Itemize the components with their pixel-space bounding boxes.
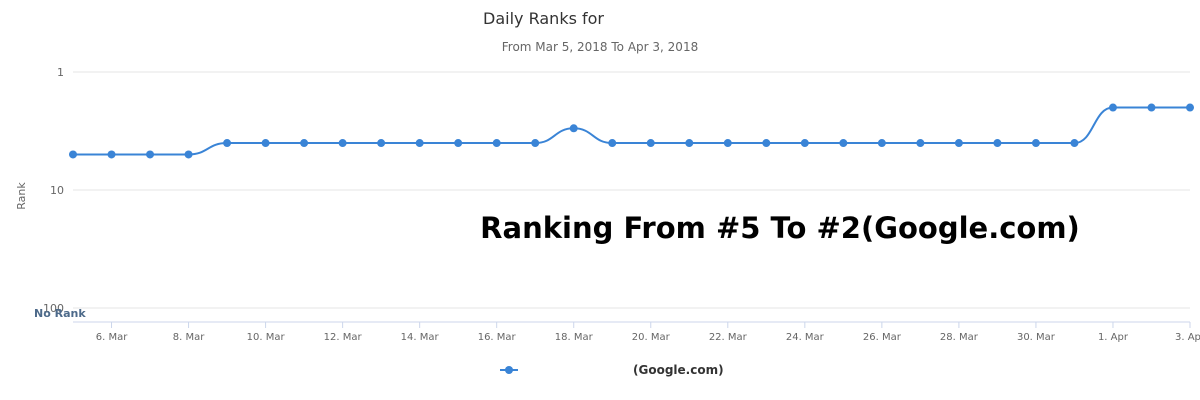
legend-series-label[interactable]: (Google.com) bbox=[633, 363, 724, 377]
series-layer bbox=[69, 103, 1194, 159]
x-tick-label: 30. Mar bbox=[1017, 332, 1056, 343]
data-point[interactable] bbox=[1031, 139, 1040, 148]
data-point[interactable] bbox=[1186, 103, 1194, 112]
chart-subtitle: From Mar 5, 2018 To Apr 3, 2018 bbox=[502, 40, 698, 54]
x-tick-label: 28. Mar bbox=[940, 332, 979, 343]
x-tick-label: 8. Mar bbox=[173, 332, 205, 343]
data-point[interactable] bbox=[685, 139, 694, 148]
data-point[interactable] bbox=[377, 139, 386, 148]
data-point[interactable] bbox=[261, 139, 270, 148]
data-point[interactable] bbox=[338, 139, 347, 148]
data-point[interactable] bbox=[107, 150, 116, 159]
y-tick-label-10: 10 bbox=[50, 184, 64, 197]
data-point[interactable] bbox=[146, 150, 155, 159]
data-point[interactable] bbox=[1070, 139, 1079, 148]
data-point[interactable] bbox=[916, 139, 925, 148]
gridlines bbox=[73, 71, 1190, 309]
x-axis: 6. Mar 8. Mar 10. Mar 12. Mar 14. Mar 16. Mar… bbox=[73, 321, 1200, 343]
x-tick-label: 18. Mar bbox=[555, 332, 594, 343]
x-tick-label: 22. Mar bbox=[709, 332, 748, 343]
x-tick-label: 12. Mar bbox=[324, 332, 363, 343]
data-point[interactable] bbox=[454, 139, 463, 148]
data-point[interactable] bbox=[877, 139, 886, 148]
x-tick-label: 1. Apr bbox=[1098, 332, 1129, 343]
data-point[interactable] bbox=[839, 139, 848, 148]
x-tick-label: 6. Mar bbox=[96, 332, 128, 343]
data-point[interactable] bbox=[569, 124, 578, 133]
data-point[interactable] bbox=[762, 139, 771, 148]
data-point[interactable] bbox=[993, 139, 1002, 148]
x-tick-label: 26. Mar bbox=[863, 332, 902, 343]
legend-dot-marker bbox=[505, 366, 513, 374]
data-point[interactable] bbox=[531, 139, 540, 148]
no-rank-label: No Rank bbox=[34, 307, 86, 320]
x-tick-label: 20. Mar bbox=[632, 332, 671, 343]
y-axis: 1 10 100 bbox=[43, 66, 64, 315]
legend[interactable]: (Google.com) bbox=[500, 363, 724, 377]
y-axis-label: Rank bbox=[15, 182, 28, 210]
data-point[interactable] bbox=[608, 139, 617, 148]
data-point[interactable] bbox=[954, 139, 963, 148]
data-point[interactable] bbox=[492, 139, 501, 148]
data-point[interactable] bbox=[184, 150, 193, 159]
data-point[interactable] bbox=[646, 139, 655, 148]
data-point[interactable] bbox=[1147, 103, 1156, 112]
redacted-domain bbox=[606, 8, 736, 30]
data-point[interactable] bbox=[223, 139, 232, 148]
data-point[interactable] bbox=[300, 139, 309, 148]
x-tick-label: 10. Mar bbox=[247, 332, 286, 343]
series-line-0 bbox=[72, 106, 1190, 156]
data-point[interactable] bbox=[723, 139, 732, 148]
x-tick-label: 3. Apr bbox=[1175, 332, 1200, 343]
data-point[interactable] bbox=[69, 150, 77, 159]
annotation-text: Ranking From #5 To #2(Google.com) bbox=[480, 211, 1080, 245]
y-tick-label-1: 1 bbox=[57, 66, 64, 79]
y-tick-label-100: 100 bbox=[43, 302, 64, 315]
x-tick-label: 24. Mar bbox=[786, 332, 825, 343]
x-tick-label: 14. Mar bbox=[401, 332, 440, 343]
data-point[interactable] bbox=[1108, 103, 1117, 112]
data-point[interactable] bbox=[415, 139, 424, 148]
chart-title: Daily Ranks for bbox=[483, 9, 604, 28]
x-tick-label: 16. Mar bbox=[478, 332, 517, 343]
data-point[interactable] bbox=[800, 139, 809, 148]
